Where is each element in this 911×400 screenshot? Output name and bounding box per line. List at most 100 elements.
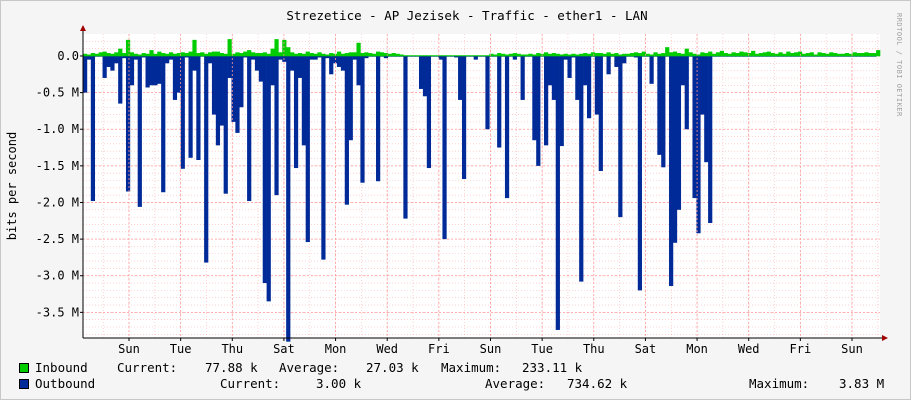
inbound-bar [153,53,158,56]
inbound-bar [618,54,623,56]
inbound-bar [247,50,252,56]
outbound-bar [184,55,189,58]
outbound-bar [485,55,490,130]
inbound-bar [301,53,306,56]
inbound-bar [622,53,627,56]
inbound-bar [340,53,346,56]
inbound-bar [325,54,330,56]
inbound-bar [352,52,357,56]
inbound-bar [844,53,850,56]
x-tick-label: Mon [686,342,708,356]
y-tick-label: -0.5 M [36,86,79,100]
inbound-bar [239,53,244,56]
outbound-bar [317,55,322,58]
chart-title: Strezetice - AP Jezisek - Traffic - ethe… [286,8,647,23]
inbound-bar [356,42,361,56]
inbound-maximum-value: 233.11 k [522,360,583,375]
inbound-bar [372,53,377,56]
outbound-bar [364,55,369,59]
outbound-bar [270,55,275,86]
outbound-bar [133,55,138,60]
inbound-bar [98,52,103,56]
x-axis-arrow [882,335,888,341]
inbound-bar [231,53,236,56]
outbound-bar [344,55,349,205]
inbound-bar [348,52,353,56]
inbound-bar [669,52,674,56]
inbound-bar [235,52,240,56]
x-tick-label: Wed [376,342,398,356]
outbound-bar [606,55,611,75]
inbound-bar [712,53,717,56]
outbound-bar [551,55,557,100]
inbound-maximum-label: Maximum: [441,360,502,375]
inbound-bar [817,52,822,56]
inbound-bar [110,53,115,56]
outbound-bar [473,55,478,60]
outbound-bar [567,55,572,78]
outbound-bar [575,55,580,100]
outbound-bar [672,55,678,243]
inbound-bar [223,53,228,56]
inbound-bar [278,52,283,56]
outbound-bar [250,55,256,60]
inbound-bar [676,53,682,56]
outbound-bar [618,55,623,218]
outbound-bar [684,55,689,130]
outbound-name: Outbound [35,376,96,391]
outbound-bar [454,55,459,58]
inbound-bar [336,51,342,56]
inbound-bar [524,54,529,56]
outbound-current-label: Current: [220,376,281,391]
outbound-bar [192,55,197,71]
outbound-bar [118,55,123,104]
inbound-bar [743,52,748,56]
outbound-bar [649,55,654,84]
inbound-bar [731,52,736,56]
inbound-bar [801,53,807,56]
x-tick-label: Sun [480,342,502,356]
inbound-bar [274,39,279,56]
inbound-bar [106,53,111,56]
y-tick-label: 0.0 [57,49,79,63]
inbound-bar [571,53,576,56]
outbound-bar [438,55,443,60]
inbound-bar [794,52,799,56]
outbound-bar [266,55,271,302]
inbound-bar [856,53,861,56]
outbound-bar [211,55,217,115]
inbound-bar [243,51,248,56]
inbound-bar [762,52,768,56]
inbound-current-value: 77.88 k [205,360,258,375]
x-tick-label: Thu [583,342,605,356]
outbound-bar [360,55,365,183]
outbound-bar [559,55,564,147]
inbound-bar [493,54,498,56]
inbound-bar [215,51,221,56]
legend-row-outbound: Outbound Current: 3.00 k Average: 734.62… [1,376,910,392]
inbound-bar [133,53,138,56]
outbound-bar [418,55,424,89]
outbound-bar [512,55,517,60]
outbound-bar [180,55,185,169]
outbound-bar [297,55,303,78]
inbound-bar [665,47,670,56]
outbound-bar [383,55,389,59]
x-tick-label: Sat [273,342,295,356]
outbound-bar [235,55,240,133]
y-tick-label: -1.5 M [36,159,79,173]
outbound-bar [208,55,213,64]
inbound-bar [805,53,810,56]
outbound-bar [442,55,447,240]
x-tick-label: Thu [221,342,243,356]
inbound-bar [176,53,181,56]
inbound-bar [602,53,607,56]
inbound-bar [114,52,119,56]
outbound-bar [172,55,178,100]
inbound-bar [758,53,764,56]
outbound-bar [348,55,353,141]
inbound-bar [508,53,514,56]
inbound-bar [282,39,287,56]
x-tick-label: Sat [635,342,657,356]
